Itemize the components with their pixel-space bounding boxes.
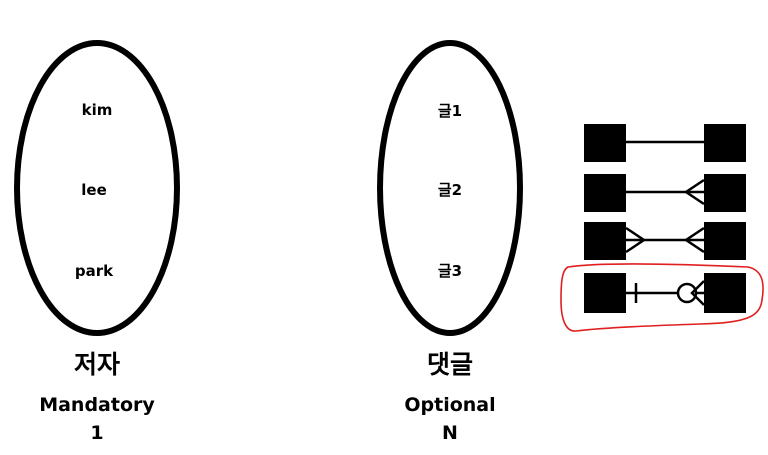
crowfoot-icon [683,226,705,254]
author-participation: Mandatory [39,394,155,416]
entity-box [704,273,746,313]
entity-box [584,174,626,212]
entity-box [704,174,746,212]
legend-row-one-to-one [584,124,746,162]
entity-box [584,124,626,162]
author-set-ellipse [14,40,180,336]
comment-cardinality: N [442,422,458,444]
entity-box [584,222,626,260]
zero-circle-icon [676,282,698,304]
author-cardinality: 1 [90,422,103,444]
crowfoot-icon [690,280,705,306]
highlight-outline [560,263,764,332]
comment-participation: Optional [404,394,495,416]
crowfoot-icon [683,178,705,206]
author-set-title: 저자 [74,350,120,379]
legend-row-one-to-many [584,174,746,212]
entity-box [704,124,746,162]
legend-row-many-to-many [584,222,746,260]
crowfoot-icon [625,226,647,254]
comment-item: 글3 [438,262,462,280]
legend-row-mandatory-optional [584,273,746,313]
author-item: park [75,262,114,280]
author-item: kim [82,101,113,119]
comment-set-title: 댓글 [427,350,473,379]
entity-box [704,222,746,260]
comment-item: 글1 [438,102,462,120]
comment-set-ellipse [377,40,523,336]
author-item: lee [81,181,107,199]
entity-box [584,273,626,313]
comment-item: 글2 [438,181,462,199]
